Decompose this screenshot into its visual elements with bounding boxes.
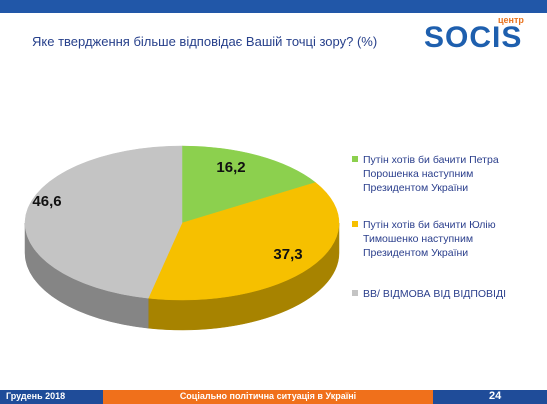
legend-entry-2-line-3: Президентом України [363, 247, 468, 259]
legend-entry-1-line-3: Президентом України [363, 182, 468, 194]
logo-big-text: SOCIS [424, 21, 523, 54]
data-label-3: 46,6 [32, 193, 61, 210]
page-number: 24 [489, 390, 502, 402]
legend-entry-3-line-1: ВВ/ ВІДМОВА ВІД ВІДПОВІДІ [363, 288, 506, 300]
legend-entry-1-line-1: Путін хотів би бачити Петра [363, 154, 499, 166]
footer: Грудень 2018 Соціально політична ситуаці… [0, 390, 547, 404]
legend-marker-2 [352, 221, 358, 227]
footer-page-panel: 24 [433, 390, 547, 404]
footer-title-panel: Соціально політична ситуація в Україні [103, 390, 433, 404]
logo-small-text: центр [498, 15, 524, 25]
socis-logo: центр SOCIS [424, 15, 542, 57]
chart-question: Яке твердження більше відповідає Вашій т… [32, 34, 378, 49]
legend-entry-2-line-2: Тимошенко наступним [363, 233, 473, 245]
legend-marker-3 [352, 290, 358, 296]
pie-slice-2 [147, 182, 340, 301]
data-label-1: 16,2 [216, 159, 245, 176]
legend-marker-1 [352, 156, 358, 162]
footer-date-panel: Грудень 2018 [0, 390, 103, 404]
top-bar [0, 0, 547, 13]
pie-slice-1 [181, 145, 317, 224]
footer-date: Грудень 2018 [6, 391, 66, 401]
data-label-2: 37,3 [273, 246, 302, 263]
pie-slice-3 [24, 145, 183, 299]
legend-entry-1-line-2: Порошенка наступним [363, 168, 473, 180]
footer-title: Соціально політична ситуація в Україні [179, 391, 357, 401]
legend-entry-2-line-1: Путін хотів би бачити Юлію [363, 219, 496, 231]
